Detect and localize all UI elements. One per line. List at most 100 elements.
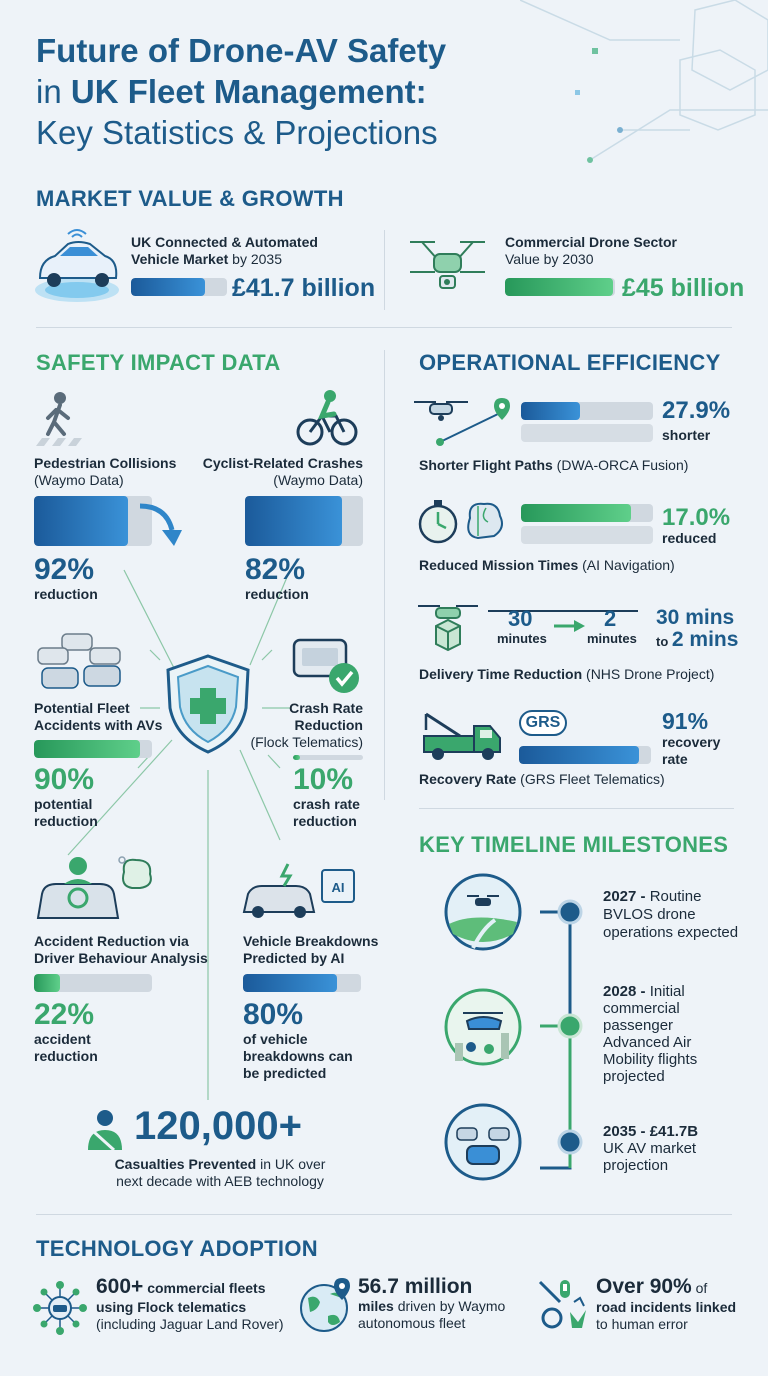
- crash-source: (Flock Telematics): [250, 734, 363, 750]
- timeline-item-2035-year: 2035 - £41.7B: [603, 1123, 699, 1140]
- adoption-fleets-tail: commercial fleets: [143, 1280, 266, 1296]
- flight-progress-fill: [521, 402, 581, 420]
- section-divider-1: [36, 327, 732, 328]
- recovery-label-bold: Recovery Rate: [419, 771, 517, 787]
- cyclist-label-text: Cyclist-Related Crashes: [202, 455, 363, 471]
- av-market-progress-bar: [131, 278, 227, 296]
- breakdown-label-line1: Vehicle Breakdowns: [243, 933, 379, 949]
- driver-sub: accident reduction: [34, 1031, 98, 1065]
- delivery-from-num: 30: [508, 606, 533, 631]
- drone-icon: [410, 241, 485, 289]
- mission-label-tail: (AI Navigation): [578, 557, 675, 573]
- mission-baseline-bar: [521, 526, 653, 544]
- breakdown-label-line2: Predicted by AI: [243, 950, 345, 966]
- mission-progress-fill: [521, 504, 631, 522]
- adoption-waymo: 56.7 million miles driven by Waymo auton…: [358, 1276, 538, 1332]
- pedestrian-label-text: Pedestrian Collisions: [34, 455, 177, 471]
- fleet-progress-fill: [34, 740, 141, 758]
- adoption-fleets-big: 600+: [96, 1275, 144, 1298]
- pedestrian-sub: reduction: [34, 586, 98, 602]
- delivery-value-2: to 2 mins: [656, 628, 738, 652]
- adoption-waymo-line2: miles driven by Waymo: [358, 1298, 538, 1315]
- fleet-label-line2: Accidents with AVs: [34, 717, 163, 733]
- safety-heading: SAFETY IMPACT DATA: [36, 350, 281, 375]
- breakdown-value: 80%: [243, 998, 304, 1031]
- casualties-value: 120,000+: [134, 1104, 302, 1148]
- drone-path-icon: [414, 398, 510, 446]
- breakdown-sub-line3: be predicted: [243, 1065, 327, 1081]
- timeline-item-2027-line3: operations expected: [603, 924, 739, 941]
- pedestrian-progress-bar: [34, 496, 152, 546]
- drone-sector-label-value-word: Value: [505, 251, 540, 267]
- flight-value: 27.9%: [662, 397, 731, 424]
- av-market-label: UK Connected & Automated Vehicle Market …: [131, 234, 361, 268]
- breakdown-progress-fill: [243, 974, 338, 992]
- timeline-item-2035-line1: UK AV market: [603, 1140, 697, 1157]
- delivery-to-num: 2: [604, 606, 617, 631]
- crash-sub-line2: reduction: [293, 813, 357, 829]
- driver-label-line1: Accident Reduction via: [34, 933, 189, 949]
- crash-label-line2: Reduction: [294, 717, 363, 733]
- cyclist-value: 82%: [245, 553, 306, 586]
- adoption-waymo-line2-bold: miles: [358, 1298, 394, 1314]
- timeline-air-taxi-icon: [444, 988, 522, 1066]
- cyclist-sub: reduction: [245, 586, 309, 602]
- adoption-human-big: Over 90%: [596, 1275, 692, 1298]
- timeline-item-2027-year: 2027 -: [603, 888, 650, 905]
- section-divider-2: [36, 1214, 732, 1215]
- av-market-progress-fill: [131, 278, 205, 296]
- pedestrian-label: Pedestrian Collisions (Waymo Data): [34, 455, 214, 489]
- timeline-item-2035: 2035 - £41.7B UK AV market projection: [603, 1123, 753, 1174]
- grs-logo: GRS: [519, 710, 567, 736]
- flight-baseline-bar: [521, 424, 653, 442]
- title-line-2: in UK Fleet Management:: [36, 71, 556, 112]
- svg-text:AI: AI: [332, 880, 345, 895]
- adoption-heading: TECHNOLOGY ADOPTION: [36, 1236, 318, 1261]
- crash-progress-bar: [293, 755, 363, 760]
- timeline-item-2027-line2: BVLOS drone: [603, 906, 696, 923]
- av-market-label-bold: UK Connected & Automated Vehicle Market: [131, 234, 318, 267]
- timeline-item-2027-line1: Routine: [649, 888, 702, 905]
- timeline-item-2028-line2: commercial: [603, 1000, 680, 1017]
- delivery-drone-icon: [418, 605, 478, 652]
- timeline-connector: [540, 899, 583, 1170]
- drone-sector-label: Commercial Drone Sector Value by 2030: [505, 234, 735, 268]
- casualties-label-bold: Casualties Prevented: [114, 1156, 257, 1172]
- breakdown-sub: of vehicle breakdowns can be predicted: [243, 1031, 353, 1082]
- cyclist-progress-bar: [245, 496, 363, 546]
- cyclist-progress-fill: [245, 496, 342, 546]
- adoption-fleets-line1: 600+ commercial fleets: [96, 1276, 296, 1299]
- casualties-label-tail: in UK over: [256, 1156, 326, 1172]
- timeline-item-2035-line2: projection: [603, 1157, 669, 1174]
- crash-label-line1: Crash Rate: [289, 700, 363, 716]
- recovery-progress-fill: [519, 746, 640, 764]
- fleet-progress-bar: [34, 740, 152, 758]
- drone-sector-progress-bar: [505, 278, 615, 296]
- delivery-value-2-text: 2 mins: [671, 628, 739, 651]
- title-line-3: Key Statistics & Projections: [36, 114, 438, 151]
- adoption-waymo-line2-tail: driven by Waymo: [393, 1298, 506, 1314]
- mission-label-bold: Reduced Mission Times: [419, 557, 579, 573]
- fleet-sub-line1: potential: [34, 796, 93, 812]
- delivery-value-1: 30 mins: [656, 606, 735, 629]
- drone-sector-label-bold: Commercial Drone Sector: [505, 234, 677, 250]
- adoption-human-line2: road incidents linked: [596, 1299, 737, 1315]
- mission-sub: reduced: [662, 530, 717, 546]
- fleet-label-line1: Potential Fleet: [34, 700, 130, 716]
- breakdown-sub-line1: of vehicle: [243, 1031, 308, 1047]
- driver-brain-icon: [36, 856, 152, 919]
- timeline-item-2028-year: 2028 -: [603, 983, 650, 1000]
- fleet-label: Potential Fleet Accidents with AVs: [34, 700, 184, 734]
- av-market-value: £41.7 billion: [232, 274, 376, 302]
- shield-cross-icon: [166, 654, 250, 754]
- title-line-1: Future of Drone-AV Safety: [36, 32, 447, 69]
- recovery-label: Recovery Rate (GRS Fleet Telematics): [419, 771, 749, 788]
- drone-sector-label-tail: by 2030: [539, 251, 594, 267]
- mission-value: 17.0%: [662, 504, 731, 531]
- mission-label: Reduced Mission Times (AI Navigation): [419, 557, 749, 574]
- middle-divider: [384, 350, 385, 800]
- pedestrian-source: (Waymo Data): [34, 472, 124, 488]
- human-error-icon: [538, 1280, 586, 1329]
- crash-sub: crash rate reduction: [293, 796, 360, 830]
- timeline-item-2028: 2028 - Initial commercial passenger Advance…: [603, 983, 753, 1085]
